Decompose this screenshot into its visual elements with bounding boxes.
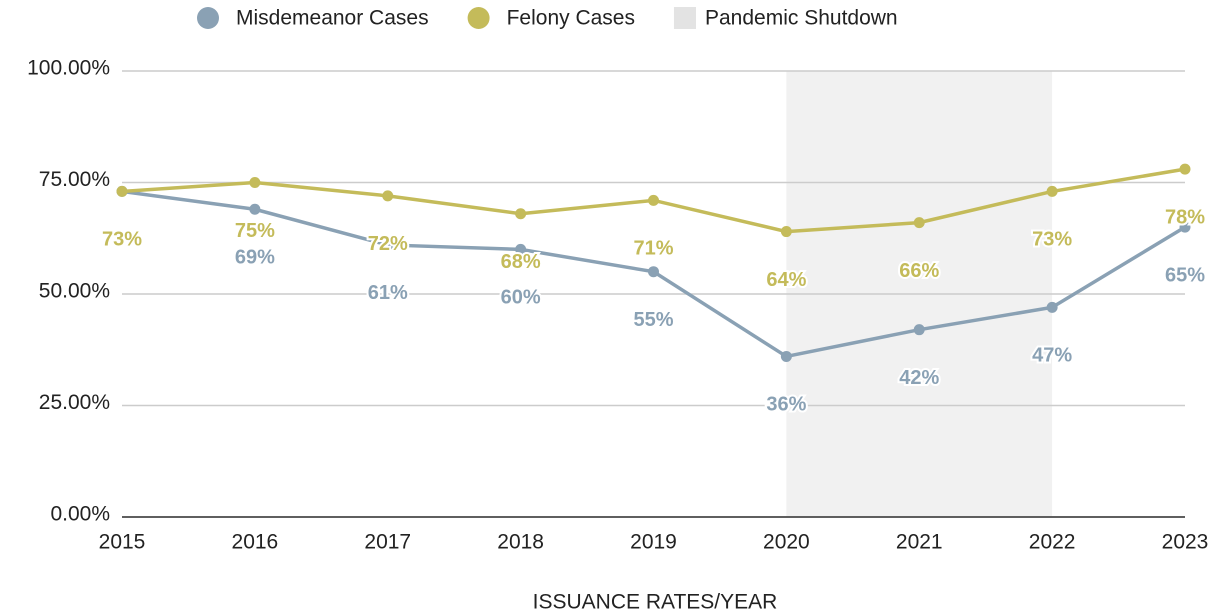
value-label: 55% xyxy=(633,309,673,331)
y-tick-label: 100.00% xyxy=(27,57,110,80)
x-tick-label: 2018 xyxy=(497,531,544,554)
value-label: 65% xyxy=(1165,264,1205,286)
y-tick-label: 50.00% xyxy=(39,280,110,303)
point xyxy=(382,239,394,251)
point xyxy=(648,194,659,206)
legend-marker xyxy=(197,7,219,29)
value-label: 78% xyxy=(1165,206,1205,228)
value-label: 61% xyxy=(368,282,408,304)
legend-label: Pandemic Shutdown xyxy=(705,7,898,30)
legend-label: Misdemeanor Cases xyxy=(236,7,429,30)
value-label: 73% xyxy=(1032,229,1072,251)
point xyxy=(116,185,128,197)
point xyxy=(249,203,261,215)
x-tick-label: 2017 xyxy=(364,531,411,554)
point xyxy=(1046,185,1058,197)
point xyxy=(515,243,527,255)
x-tick-label: 2020 xyxy=(763,531,810,554)
point xyxy=(648,266,659,278)
x-tick-label: 2022 xyxy=(1029,531,1076,554)
value-label: 64% xyxy=(766,269,806,291)
point xyxy=(780,226,792,238)
legend-label: Felony Cases xyxy=(507,7,635,30)
value-label: 69% xyxy=(235,247,275,269)
point xyxy=(913,324,925,336)
point xyxy=(515,208,527,220)
x-tick-label: 2015 xyxy=(99,531,146,554)
y-tick-label: 25.00% xyxy=(39,391,110,414)
legend-marker xyxy=(673,7,696,29)
x-tick-label: 2016 xyxy=(232,531,279,554)
x-axis-label: ISSUANCE RATES/YEAR xyxy=(533,591,778,614)
legend-marker xyxy=(467,7,490,29)
x-tick-label: 2019 xyxy=(630,531,677,554)
value-label: 66% xyxy=(899,260,939,282)
x-tick-label: 2023 xyxy=(1162,531,1209,554)
value-label: 36% xyxy=(766,394,806,416)
value-label: 71% xyxy=(633,238,673,260)
value-label: 73% xyxy=(102,229,142,251)
value-label: 60% xyxy=(501,287,541,309)
y-tick-label: 0.00% xyxy=(50,503,110,526)
point xyxy=(1046,301,1058,313)
point xyxy=(382,190,394,202)
value-label: 68% xyxy=(501,251,541,273)
value-label: 72% xyxy=(368,233,408,255)
point xyxy=(780,350,792,362)
point xyxy=(1179,163,1191,175)
y-tick-label: 75.00% xyxy=(39,168,110,191)
value-label: 47% xyxy=(1032,345,1072,367)
point xyxy=(249,177,261,188)
point xyxy=(913,217,925,229)
value-label: 75% xyxy=(235,220,275,242)
point xyxy=(1179,221,1191,233)
x-tick-label: 2021 xyxy=(896,531,943,554)
value-label: 42% xyxy=(899,367,939,389)
